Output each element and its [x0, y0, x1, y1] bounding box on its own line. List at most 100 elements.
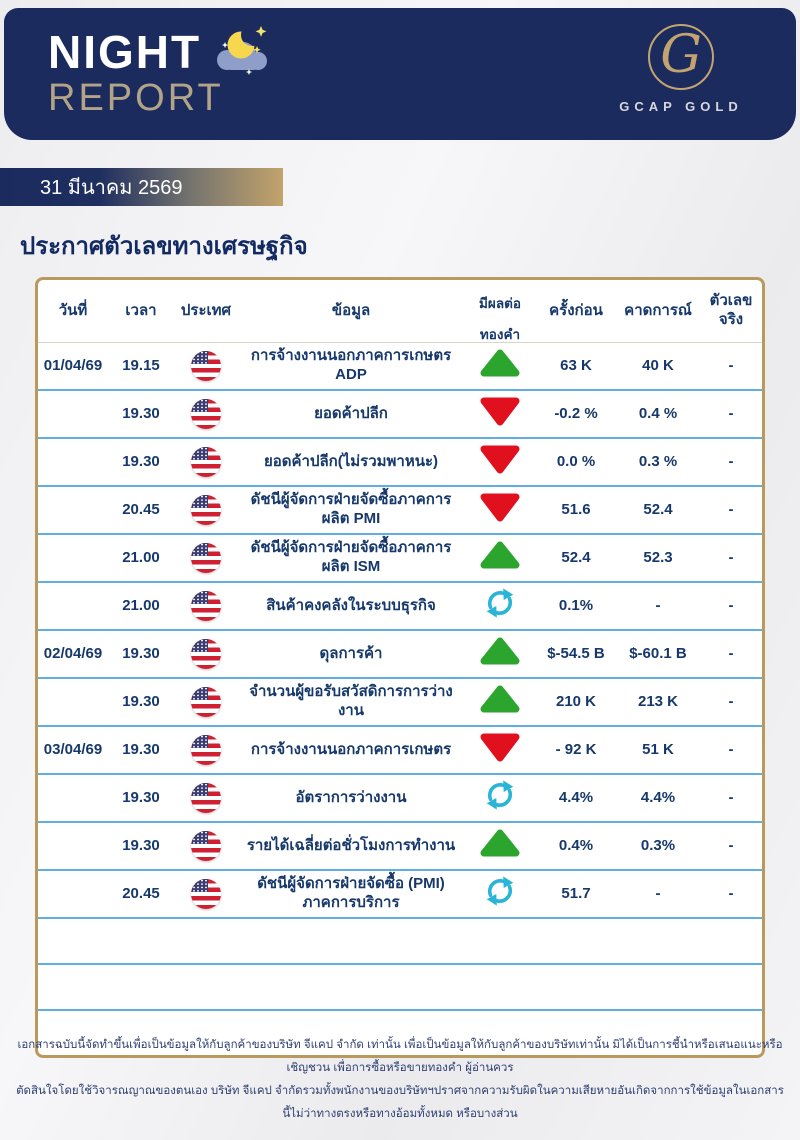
row-actual-value: -: [728, 836, 734, 854]
row-actual-value: -: [728, 788, 734, 806]
table-row: 19.30 ยอดค้าปลีก -0.2 % 0.4 % -: [38, 391, 762, 440]
col-header-date: วันที่: [58, 301, 88, 319]
col-header-previous: ครั้งก่อน: [549, 301, 603, 319]
row-time: 19.15: [122, 356, 160, 374]
row-time: 20.45: [122, 884, 160, 902]
down-arrow-icon: [477, 491, 523, 529]
us-flag-icon: [191, 687, 221, 718]
row-indicator-name: ดุลการค้า: [319, 644, 383, 662]
refresh-icon: [482, 777, 518, 819]
row-previous-value: -0.2 %: [554, 404, 598, 422]
row-time: 19.30: [122, 644, 160, 662]
row-actual-value: -: [728, 548, 734, 566]
row-forecast-value: 51 K: [642, 740, 674, 758]
us-flag-icon: [191, 879, 221, 910]
row-gold-effect: [464, 540, 536, 576]
col-header-actual: ตัวเลขจริง: [709, 292, 753, 329]
disclaimer: เอกสารฉบับนี้จัดทำขึ้นเพื่อเป็นข้อมูลให้…: [0, 1034, 800, 1126]
row-time: 19.30: [122, 740, 160, 758]
gcap-logo-circle-icon: G: [648, 24, 714, 90]
down-arrow-icon: [477, 731, 523, 769]
row-country: [174, 639, 238, 670]
row-actual-value: -: [728, 692, 734, 710]
up-arrow-icon: [478, 636, 522, 672]
row-forecast-value: 52.3: [643, 548, 673, 566]
row-previous-value: 0.1%: [558, 596, 594, 614]
us-flag-icon: [191, 495, 221, 526]
row-country: [174, 735, 238, 766]
row-previous-value: 51.7: [561, 884, 591, 902]
gcap-logo: G GCAP GOLD: [616, 24, 746, 114]
table-row-empty: [38, 919, 762, 966]
row-indicator-name: การจ้างงานนอกภาคการเกษตร ADP: [250, 347, 452, 384]
col-header-data: ข้อมูล: [331, 301, 371, 319]
moon-cloud-icon: [213, 22, 271, 81]
row-indicator-name: รายได้เฉลี่ยต่อชั่วโมงการทำงาน: [246, 836, 456, 854]
table-row: 20.45 ดัชนีผู้จัดการฝ่ายจัดซื้อ (PMI) ภา…: [38, 871, 762, 920]
row-country: [174, 543, 238, 574]
row-forecast-value: 0.4 %: [638, 404, 678, 422]
row-actual-value: -: [728, 500, 734, 518]
title-report: REPORT: [48, 77, 224, 119]
row-country: [174, 831, 238, 862]
us-flag-icon: [191, 639, 221, 670]
us-flag-icon: [191, 543, 221, 574]
table-row: 02/04/69 19.30 ดุลการค้า $-54.5 B $-60.1…: [38, 631, 762, 680]
row-indicator-name: อัตราการว่างงาน: [295, 788, 407, 806]
row-actual-value: -: [728, 356, 734, 374]
us-flag-icon: [191, 735, 221, 766]
refresh-icon: [482, 585, 518, 627]
row-country: [174, 399, 238, 430]
row-time: 21.00: [122, 548, 160, 566]
row-gold-effect: [464, 636, 536, 672]
row-time: 19.30: [122, 836, 160, 854]
row-country: [174, 783, 238, 814]
row-previous-value: 0.0 %: [556, 452, 596, 470]
report-date: 31 มีนาคม 2569: [40, 177, 183, 199]
row-actual-value: -: [728, 740, 734, 758]
row-indicator-name: ดัชนีผู้จัดการฝ่ายจัดซื้อ (PMI) ภาคการบร…: [257, 875, 445, 912]
row-previous-value: 210 K: [555, 692, 597, 710]
row-indicator-name: ยอดค้าปลีก: [314, 404, 388, 422]
col-header-time: เวลา: [125, 301, 157, 319]
row-indicator-name: ดัชนีผู้จัดการฝ่ายจัดซื้อภาคการผลิต ISM: [250, 539, 452, 576]
row-date: 02/04/69: [43, 644, 103, 662]
row-time: 19.30: [122, 404, 160, 422]
row-country: [174, 687, 238, 718]
gcap-logo-letter: G: [660, 25, 702, 85]
row-indicator-name: การจ้างงานนอกภาคการเกษตร: [250, 740, 452, 758]
table-row: 21.00 สินค้าคงคลังในระบบธุรกิจ 0.1% - -: [38, 583, 762, 632]
col-header-gold-effect: มีผลต่อ ทองคำ: [479, 295, 521, 342]
row-country: [174, 495, 238, 526]
row-time: 19.30: [122, 788, 160, 806]
row-time: 21.00: [122, 596, 160, 614]
row-gold-effect: [464, 443, 536, 481]
table-row-empty: [38, 965, 762, 1012]
us-flag-icon: [191, 447, 221, 478]
row-indicator-name: สินค้าคงคลังในระบบธุรกิจ: [266, 596, 436, 614]
row-country: [174, 447, 238, 478]
up-arrow-icon: [478, 348, 522, 384]
table-row: 19.30 จำนวนผู้ขอรับสวัสดิการการว่างงาน 2…: [38, 679, 762, 728]
row-previous-value: 52.4: [561, 548, 591, 566]
table-row: 01/04/69 19.15 การจ้างงานนอกภาคการเกษตร …: [38, 343, 762, 392]
row-forecast-value: -: [655, 596, 661, 614]
economic-indicators-table: วันที่ เวลา ประเทศ ข้อมูล มีผลต่อ ทองคำ …: [35, 277, 765, 1059]
disclaimer-line1: เอกสารฉบับนี้จัดทำขึ้นเพื่อเป็นข้อมูลให้…: [17, 1039, 783, 1074]
row-indicator-name: จำนวนผู้ขอรับสวัสดิการการว่างงาน: [249, 683, 453, 720]
row-indicator-name: ยอดค้าปลีก(ไม่รวมพาหนะ): [263, 452, 439, 470]
row-previous-value: 51.6: [561, 500, 591, 518]
table-row: 03/04/69 19.30 การจ้างงานนอกภาคการเกษตร …: [38, 727, 762, 776]
row-gold-effect: [464, 777, 536, 819]
down-arrow-icon: [477, 395, 523, 433]
row-time: 19.30: [122, 692, 160, 710]
row-forecast-value: 40 K: [642, 356, 674, 374]
us-flag-icon: [191, 399, 221, 430]
title-night: NIGHT: [48, 25, 202, 78]
row-previous-value: - 92 K: [555, 740, 597, 758]
row-time: 19.30: [122, 452, 160, 470]
us-flag-icon: [191, 831, 221, 862]
section-title: ประกาศตัวเลขทางเศรษฐกิจ: [20, 233, 308, 260]
row-actual-value: -: [728, 596, 734, 614]
row-previous-value: 0.4%: [558, 836, 594, 854]
